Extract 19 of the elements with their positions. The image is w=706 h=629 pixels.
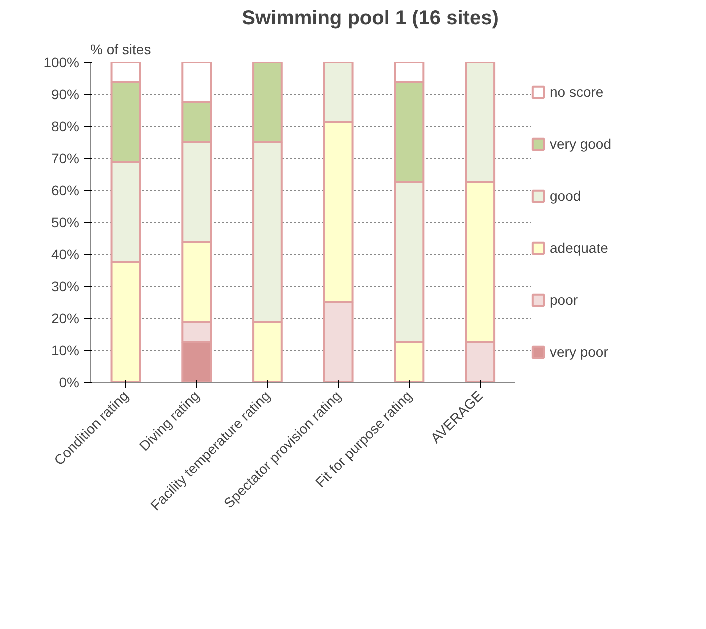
y-tick-label: 70% (51, 150, 80, 166)
legend-label: no score (550, 84, 605, 100)
legend-label: very poor (550, 344, 610, 360)
legend-label: poor (550, 292, 580, 308)
legend-label: very good (550, 136, 612, 152)
y-tick-label: 60% (51, 182, 80, 198)
y-tick-label: 20% (51, 310, 80, 326)
y-tick-label: 100% (44, 54, 80, 70)
legend-label: good (550, 188, 582, 204)
y-tick-label: 30% (51, 278, 80, 294)
chart-title: Swimming pool 1 (16 sites) (242, 8, 499, 30)
y-tick-label: 10% (51, 342, 80, 358)
y-tick-label: 50% (51, 214, 80, 230)
y-tick-label: 0% (59, 374, 80, 390)
y-tick-label: 90% (51, 86, 80, 102)
y-axis-title: % of sites (90, 42, 152, 58)
y-tick-label: 80% (51, 118, 80, 134)
y-tick-label: 40% (51, 246, 80, 262)
legend-label: adequate (550, 240, 610, 256)
